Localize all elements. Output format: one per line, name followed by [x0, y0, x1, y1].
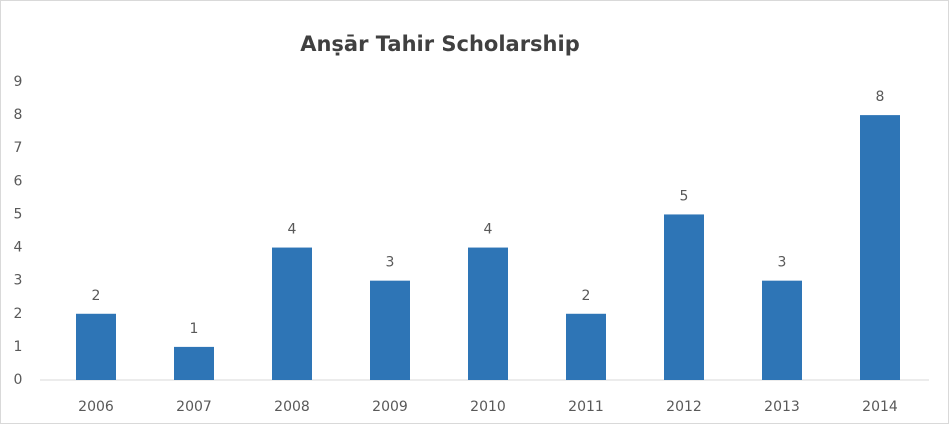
data-label: 3 — [386, 255, 395, 271]
x-tick-label: 2008 — [274, 399, 310, 415]
bar — [664, 214, 704, 380]
y-tick-label: 8 — [14, 107, 23, 123]
x-tick-label: 2007 — [176, 399, 212, 415]
y-tick-label: 0 — [14, 372, 23, 388]
bar — [76, 313, 116, 380]
x-tick-label: 2010 — [470, 399, 506, 415]
x-tick-label: 2009 — [372, 399, 408, 415]
x-tick-label: 2006 — [78, 399, 114, 415]
x-tick-label: 2011 — [568, 399, 604, 415]
x-tick-label: 2012 — [666, 399, 702, 415]
data-label: 8 — [876, 89, 885, 105]
bar — [370, 280, 410, 380]
data-label: 1 — [190, 321, 199, 337]
y-tick-label: 7 — [14, 140, 23, 156]
y-tick-label: 2 — [14, 306, 23, 322]
y-tick-label: 1 — [14, 339, 23, 355]
y-tick-label: 4 — [14, 240, 23, 256]
data-label: 2 — [92, 288, 101, 304]
data-label: 3 — [778, 255, 787, 271]
y-tick-label: 6 — [14, 173, 23, 189]
y-tick-label: 3 — [14, 273, 23, 289]
data-label: 2 — [582, 288, 591, 304]
y-tick-label: 5 — [14, 206, 23, 222]
bar — [566, 313, 606, 380]
data-label: 4 — [288, 222, 297, 238]
data-label: 4 — [484, 222, 493, 238]
y-tick-label: 9 — [14, 74, 23, 90]
bar — [468, 247, 508, 380]
bar — [860, 115, 900, 380]
bar — [272, 247, 312, 380]
bar — [174, 346, 214, 380]
x-tick-label: 2014 — [862, 399, 898, 415]
chart-title: Anṣār Tahir Scholarship — [300, 32, 580, 56]
x-tick-label: 2013 — [764, 399, 800, 415]
data-label: 5 — [680, 188, 689, 204]
bar — [762, 280, 802, 380]
